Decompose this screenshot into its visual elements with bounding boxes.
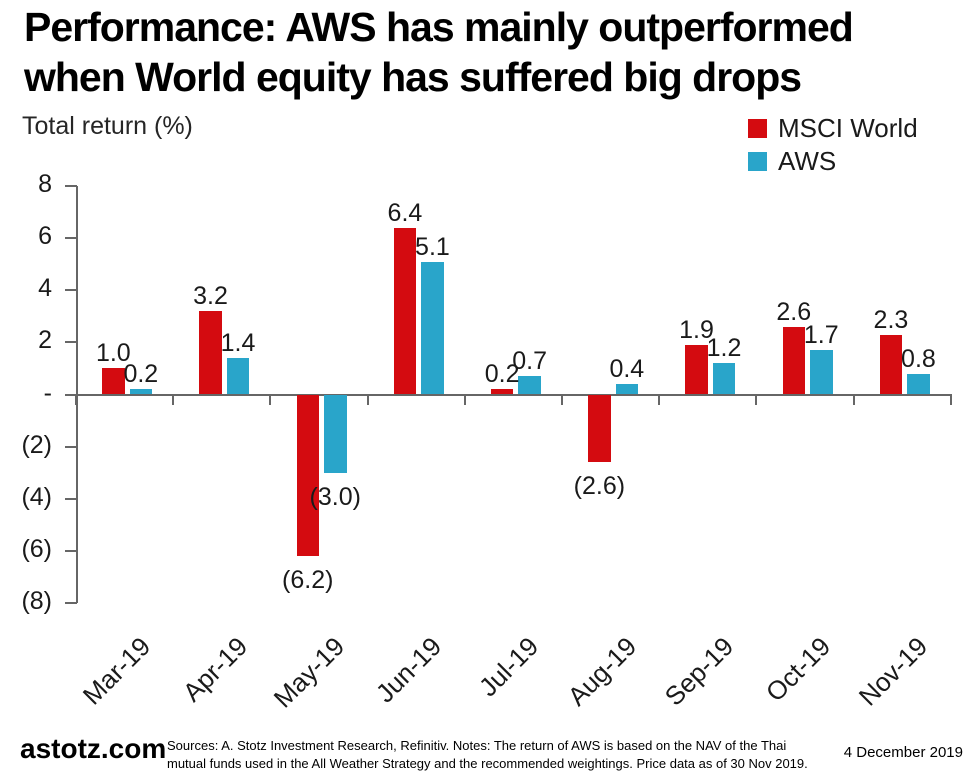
value-label-msci-world-may-19: (6.2) bbox=[282, 566, 334, 595]
x-tick bbox=[658, 393, 661, 405]
legend-swatch-msci-world bbox=[748, 119, 767, 138]
y-axis-label: 4 bbox=[38, 274, 52, 303]
bar-msci-world-jun-19 bbox=[393, 227, 417, 395]
value-label-aws-may-19: (3.0) bbox=[309, 482, 361, 511]
y-tick bbox=[65, 445, 77, 448]
value-label-msci-world-mar-19: 1.0 bbox=[95, 339, 131, 368]
bar-aws-jun-19 bbox=[421, 261, 444, 395]
sources-note: Sources: A. Stotz Investment Research, R… bbox=[167, 738, 808, 771]
bar-msci-world-mar-19 bbox=[102, 368, 125, 395]
chart-title: Performance: AWS has mainly outperformed… bbox=[24, 2, 854, 102]
legend-label-msci-world: MSCI World bbox=[778, 113, 918, 143]
brand-logo-text: astotz.com bbox=[20, 733, 167, 764]
y-tick bbox=[65, 237, 77, 240]
x-tick bbox=[852, 393, 855, 405]
bar-msci-world-may-19 bbox=[296, 394, 319, 557]
x-tick bbox=[949, 393, 952, 405]
y-tick bbox=[65, 601, 77, 604]
y-tick bbox=[65, 497, 77, 500]
bar-aws-mar-19 bbox=[129, 389, 153, 395]
value-label-aws-apr-19: 1.4 bbox=[220, 329, 256, 358]
y-tick bbox=[65, 341, 77, 344]
bar-aws-apr-19 bbox=[226, 358, 250, 395]
bar-aws-jul-19 bbox=[518, 376, 541, 395]
value-label-msci-world-apr-19: 3.2 bbox=[193, 282, 228, 311]
y-axis-label: 2 bbox=[38, 326, 52, 355]
bar-msci-world-nov-19 bbox=[879, 334, 903, 395]
y-tick bbox=[65, 185, 77, 188]
y-axis-label: (8) bbox=[21, 586, 52, 615]
legend-label-aws: AWS bbox=[778, 146, 837, 176]
y-axis-label: (4) bbox=[21, 482, 52, 511]
chart-title-line-2: when World equity has suffered big drops bbox=[24, 54, 802, 100]
legend-item-msci-world: MSCI World bbox=[748, 112, 918, 145]
y-axis-label: - bbox=[43, 378, 52, 407]
value-label-aws-mar-19: 0.2 bbox=[123, 360, 159, 389]
bar-aws-oct-19 bbox=[810, 350, 833, 395]
bar-aws-aug-19 bbox=[615, 384, 639, 395]
x-tick bbox=[75, 393, 77, 405]
bar-msci-world-sep-19 bbox=[685, 344, 708, 395]
y-axis-label: (2) bbox=[21, 430, 52, 459]
value-label-aws-oct-19: 1.7 bbox=[803, 321, 839, 350]
x-tick bbox=[755, 393, 758, 405]
value-label-aws-sep-19: 1.2 bbox=[706, 334, 742, 363]
chart-title-line-1: Performance: AWS has mainly outperformed bbox=[24, 4, 854, 50]
value-label-aws-nov-19: 0.8 bbox=[901, 344, 936, 373]
y-axis-label: 6 bbox=[38, 222, 52, 251]
value-label-msci-world-jun-19: 6.4 bbox=[387, 198, 423, 227]
x-tick bbox=[463, 393, 466, 405]
x-tick bbox=[366, 393, 369, 405]
bar-msci-world-oct-19 bbox=[782, 326, 805, 395]
value-label-msci-world-oct-19: 2.6 bbox=[776, 297, 812, 326]
value-label-msci-world-aug-19: (2.6) bbox=[573, 472, 626, 501]
y-tick bbox=[65, 393, 77, 396]
y-axis-label: 8 bbox=[38, 170, 52, 199]
x-tick bbox=[172, 393, 175, 405]
value-label-msci-world-jul-19: 0.2 bbox=[484, 360, 520, 389]
y-axis-title: Total return (%) bbox=[22, 112, 193, 140]
y-tick bbox=[65, 289, 77, 292]
x-tick bbox=[561, 393, 563, 405]
value-label-msci-world-nov-19: 2.3 bbox=[873, 305, 909, 334]
bar-aws-nov-19 bbox=[907, 373, 930, 395]
legend: MSCI World AWS bbox=[748, 112, 918, 178]
bar-aws-sep-19 bbox=[712, 363, 736, 395]
value-label-msci-world-sep-19: 1.9 bbox=[679, 315, 714, 344]
date-label: 4 December 2019 bbox=[843, 744, 963, 761]
value-label-aws-jun-19: 5.1 bbox=[415, 232, 450, 261]
bar-aws-may-19 bbox=[324, 394, 347, 473]
x-axis-line bbox=[76, 393, 951, 396]
value-label-aws-aug-19: 0.4 bbox=[609, 355, 645, 384]
legend-swatch-aws bbox=[748, 152, 767, 171]
bar-msci-world-aug-19 bbox=[588, 394, 611, 463]
legend-item-aws: AWS bbox=[748, 145, 918, 178]
bar-msci-world-apr-19 bbox=[199, 311, 222, 395]
y-tick bbox=[65, 549, 77, 552]
value-label-aws-jul-19: 0.7 bbox=[512, 347, 548, 376]
bar-msci-world-jul-19 bbox=[490, 389, 514, 395]
y-axis-label: (6) bbox=[21, 534, 52, 563]
x-tick bbox=[269, 393, 272, 405]
